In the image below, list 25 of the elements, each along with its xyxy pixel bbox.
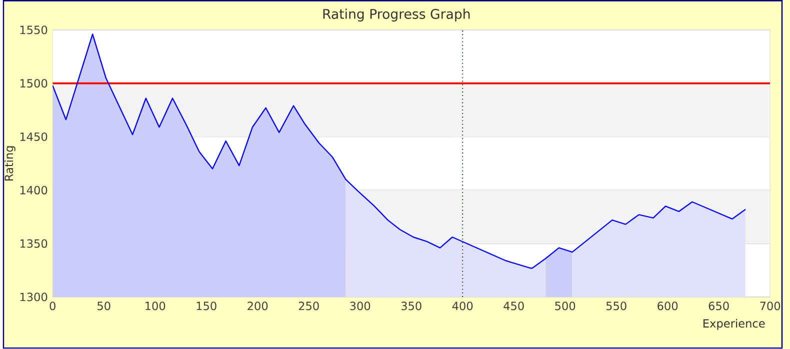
x-tick-label: 150 [196,302,216,310]
x-tick-label: 600 [658,302,678,310]
x-tick-label: 100 [146,302,166,310]
x-tick-label: 0 [50,302,56,310]
x-tick-label: 450 [504,302,524,310]
x-tick-label: 500 [555,302,576,310]
x-tick-label: 400 [452,302,473,310]
x-tick-label: 250 [298,302,319,310]
y-tick-label: 1300 [20,292,48,302]
y-tick-label: 1350 [20,239,48,248]
chart-title: Rating Progress Graph [323,8,470,22]
y-axis-title: Rating [4,146,16,181]
x-tick-label: 200 [248,302,268,310]
y-tick-label: 1550 [20,26,48,34]
y-tick-label: 1450 [20,132,48,142]
x-tick-label: 650 [708,302,729,310]
y-tick-label: 1500 [20,79,48,88]
line-series [52,34,746,269]
x-tick-label: 550 [606,302,626,310]
x-tick-label: 350 [401,302,422,310]
y-tick-label: 1400 [20,186,48,195]
x-tick-label: 700 [760,302,780,310]
x-tick-label: 50 [98,302,110,310]
x-axis-title: Experience [704,319,765,330]
x-tick-label: 300 [350,302,370,310]
